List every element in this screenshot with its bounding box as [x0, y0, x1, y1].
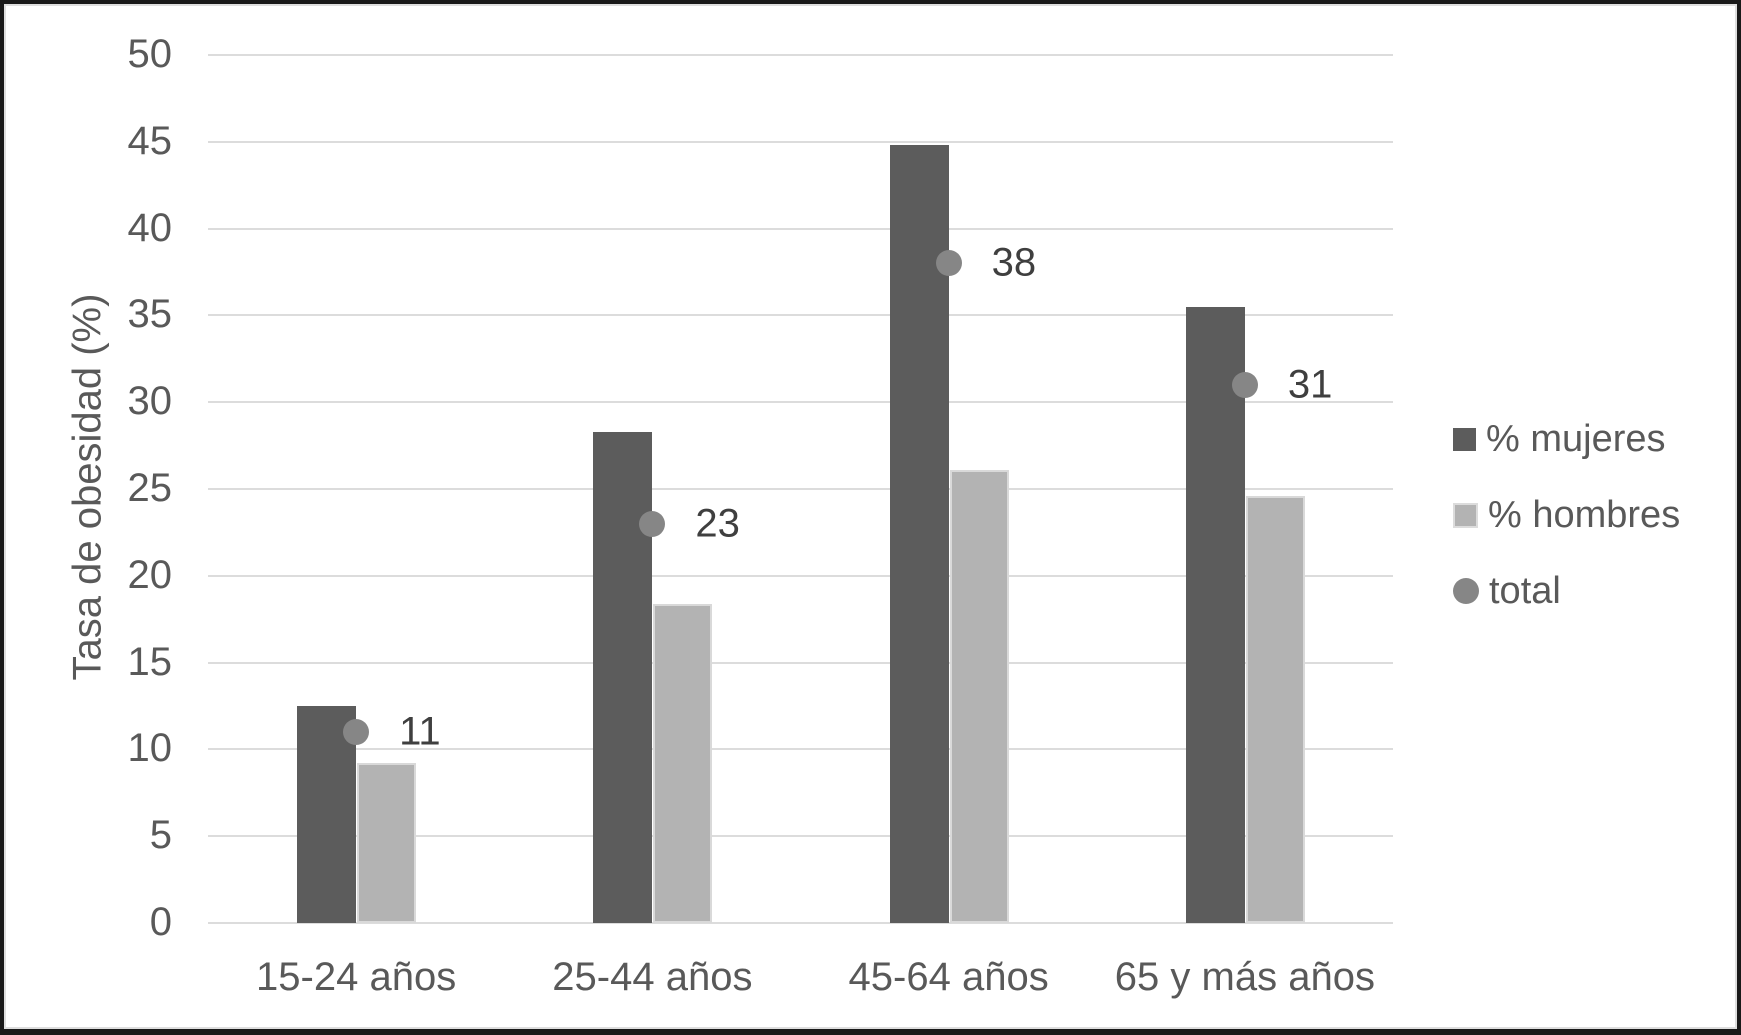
mujeres-bar — [1185, 307, 1245, 923]
total-dot — [343, 719, 370, 746]
legend-label: % hombres — [1488, 493, 1681, 536]
hombres-bar — [1245, 496, 1305, 923]
hombres-bar — [949, 470, 1009, 923]
x-axis-label: 15-24 años — [256, 955, 457, 999]
legend-label: % mujeres — [1486, 417, 1666, 460]
gridline-5 — [208, 835, 1393, 838]
total-data-label: 11 — [399, 709, 441, 754]
gridline-20 — [208, 574, 1393, 577]
y-axis-tick-label: 45 — [127, 118, 173, 163]
legend: % mujeres % hombres total — [1453, 418, 1680, 612]
gridline-0 — [208, 922, 1393, 924]
y-axis-tick-label: 20 — [127, 552, 173, 597]
mujeres-bar — [889, 145, 949, 923]
total-data-label: 31 — [1287, 362, 1333, 407]
y-axis-tick-label: 0 — [149, 900, 172, 945]
plot-area: 11 23 38 31 — [208, 54, 1393, 924]
gridline-15 — [208, 661, 1393, 664]
legend-label: total — [1489, 569, 1561, 612]
x-axis-label: 25-44 años — [552, 955, 753, 999]
total-data-label: 23 — [695, 501, 740, 546]
obesity-rate-chart: Tasa de obesidad (%) 11 23 38 31 0 5 10 15 20 25… — [4, 4, 1737, 1029]
gridline-30 — [208, 401, 1393, 404]
hombres-bar — [653, 604, 713, 923]
gridline-25 — [208, 488, 1393, 490]
mujeres-bar — [593, 432, 653, 923]
total-dot — [1231, 371, 1258, 398]
x-axis-label: 45-64 años — [848, 955, 1049, 999]
total-dot — [935, 250, 962, 277]
legend-item: total — [1453, 570, 1680, 612]
y-axis-tick-label: 50 — [127, 32, 173, 77]
legend-square-icon — [1453, 502, 1478, 528]
y-axis-tick-label: 25 — [127, 466, 173, 511]
legend-item: % hombres — [1453, 494, 1680, 536]
legend-square-icon — [1453, 427, 1476, 451]
gridline-35 — [208, 314, 1393, 317]
gridline-40 — [208, 227, 1393, 230]
y-axis-tick-label: 35 — [127, 292, 173, 337]
gridline-45 — [208, 140, 1393, 143]
y-axis-tick-label: 5 — [149, 813, 172, 858]
y-axis-tick-label: 30 — [127, 379, 173, 424]
hombres-bar — [357, 763, 417, 923]
gridline-10 — [208, 748, 1393, 751]
x-axis-label: 65 y más años — [1114, 955, 1375, 999]
gridline-50 — [208, 54, 1393, 56]
y-axis-tick-label: 10 — [127, 726, 173, 771]
y-axis-tick-label: 15 — [127, 639, 173, 684]
total-data-label: 38 — [991, 240, 1037, 285]
y-axis-tick-label: 40 — [127, 205, 173, 250]
total-dot — [639, 510, 666, 537]
mujeres-bar — [297, 706, 357, 923]
legend-item: % mujeres — [1453, 418, 1680, 460]
legend-circle-icon — [1453, 578, 1479, 604]
